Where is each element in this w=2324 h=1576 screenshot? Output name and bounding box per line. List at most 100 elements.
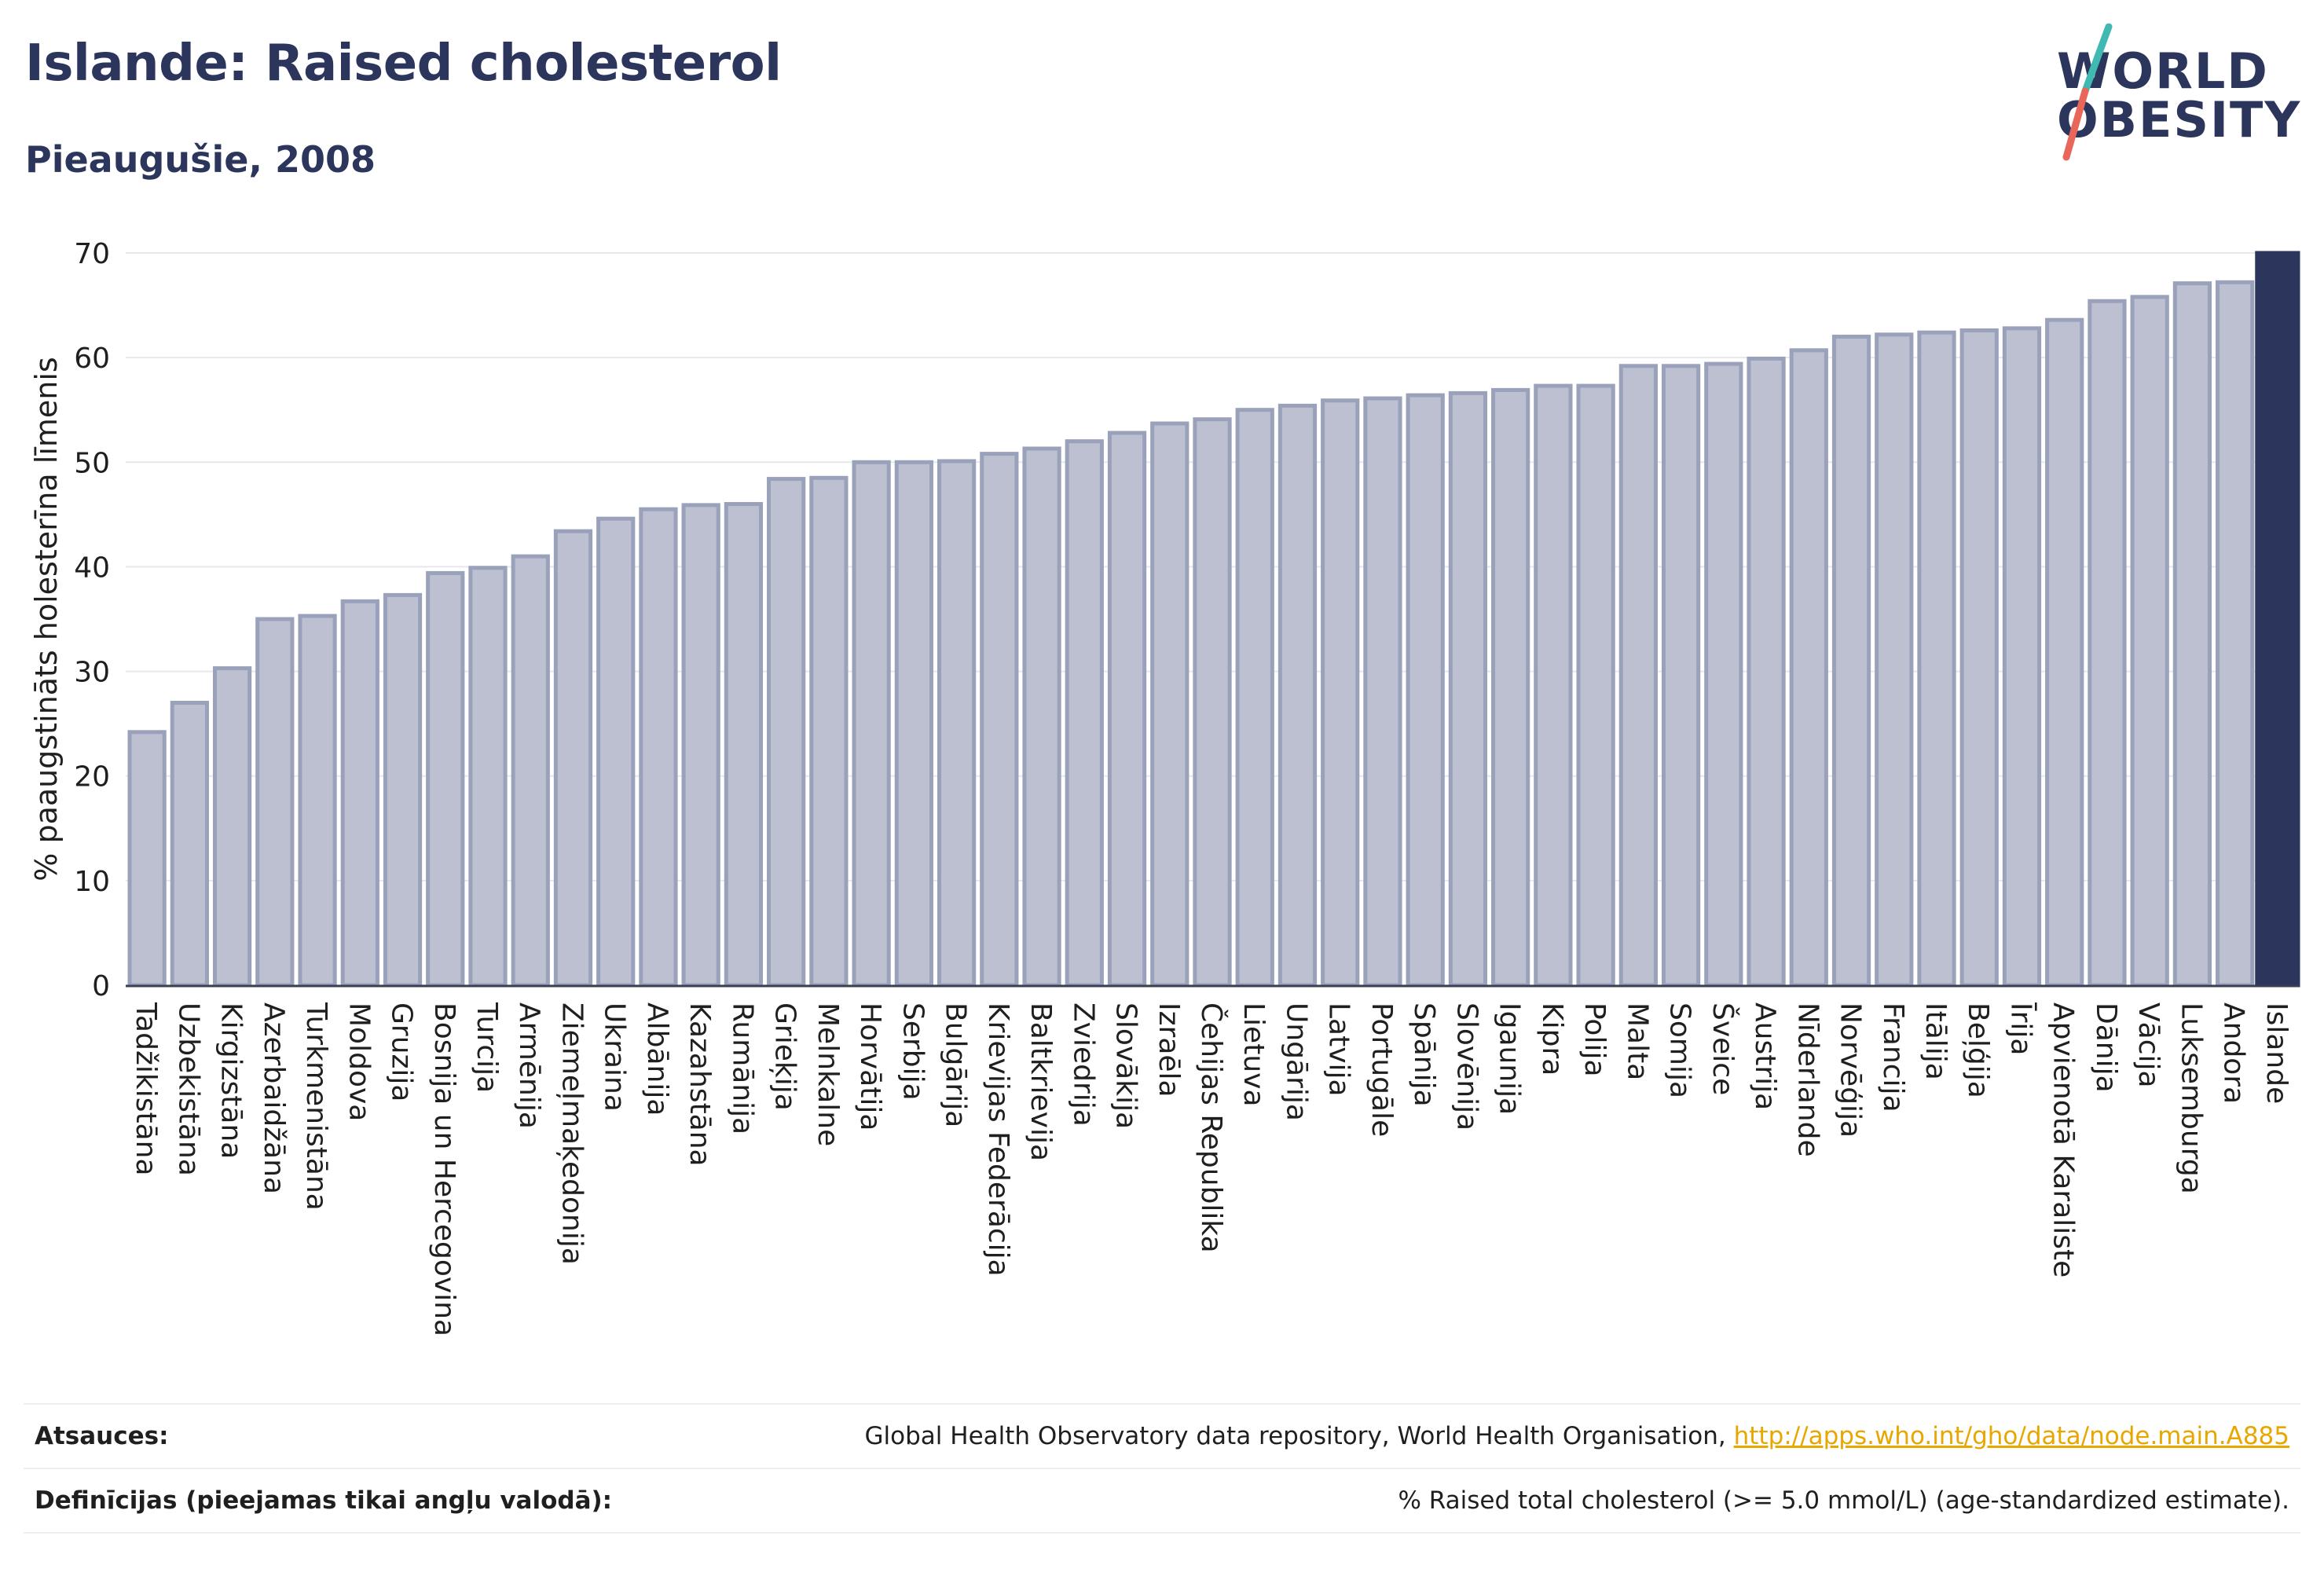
x-tick-label: Vācija bbox=[2132, 1002, 2165, 1088]
x-tick-label: Uzbekistāna bbox=[172, 1002, 204, 1176]
x-tick-label: Slovēnija bbox=[1450, 1002, 1483, 1131]
bar bbox=[937, 459, 977, 988]
bar bbox=[852, 460, 891, 988]
logo-line-obesity: OBESITY bbox=[2057, 91, 2302, 148]
y-axis-title: % paaugstināts holesterīna līmenis bbox=[29, 357, 64, 881]
x-tick-label: Portugāle bbox=[1365, 1002, 1398, 1137]
sources-value: Global Health Observatory data repositor… bbox=[865, 1422, 2289, 1450]
bar bbox=[1789, 348, 1828, 988]
bar bbox=[1107, 431, 1147, 988]
bar bbox=[511, 554, 550, 988]
bar bbox=[681, 503, 720, 988]
bar bbox=[596, 516, 636, 988]
x-tick-label: Moldova bbox=[343, 1002, 375, 1121]
bar bbox=[1704, 361, 1743, 988]
bar bbox=[468, 566, 508, 988]
bar bbox=[340, 599, 379, 988]
x-tick-label: Polija bbox=[1578, 1002, 1611, 1077]
definitions-label: Definīcijas (pieejamas tikai angļu valod… bbox=[35, 1486, 613, 1515]
bar bbox=[724, 502, 764, 988]
bar bbox=[298, 614, 337, 988]
x-tick-label: Spānija bbox=[1408, 1002, 1440, 1107]
x-tick-label: Čehijas Republika bbox=[1195, 1002, 1228, 1253]
x-tick-label: Albānija bbox=[641, 1002, 673, 1116]
x-tick-label: Apvienotā Karaliste bbox=[2047, 1002, 2080, 1277]
bar bbox=[1363, 396, 1402, 988]
bar bbox=[1448, 390, 1488, 988]
x-tick-label: Armēnija bbox=[513, 1002, 545, 1129]
x-tick-label: Luksemburga bbox=[2175, 1002, 2207, 1194]
bar bbox=[1917, 330, 1956, 988]
x-tick-label: Somija bbox=[1664, 1002, 1696, 1098]
highlight-bar bbox=[2255, 251, 2300, 988]
x-tick-label: Turcija bbox=[471, 1002, 503, 1093]
x-tick-label: Bulgārija bbox=[940, 1002, 972, 1127]
bar bbox=[767, 477, 806, 988]
world-obesity-logo: WORLD OBESITY bbox=[2035, 24, 2310, 165]
definitions-text: % Raised total cholesterol (>= 5.0 mmol/… bbox=[1398, 1486, 2289, 1515]
bar bbox=[255, 617, 295, 988]
x-tick-label: Slovākija bbox=[1110, 1002, 1142, 1129]
x-tick-label: Andora bbox=[2218, 1002, 2250, 1104]
x-tick-label: Kazahstāna bbox=[684, 1002, 716, 1167]
y-tick-label: 20 bbox=[74, 761, 110, 793]
x-tick-label: Rumānija bbox=[726, 1002, 758, 1134]
x-tick-label: Francija bbox=[1877, 1002, 1909, 1112]
y-tick-label: 60 bbox=[74, 343, 110, 375]
bar bbox=[1150, 421, 1189, 988]
x-tick-label: Ziemeļmaķedonija bbox=[555, 1002, 588, 1265]
bar bbox=[383, 592, 423, 988]
footer: Atsauces: Global Health Observatory data… bbox=[24, 1403, 2300, 1534]
y-tick-label: 50 bbox=[74, 447, 110, 479]
x-tick-label: Īrija bbox=[2004, 1002, 2036, 1055]
bar bbox=[1277, 403, 1318, 988]
x-tick-label: Zviedrija bbox=[1067, 1002, 1099, 1127]
x-tick-label: Grieķija bbox=[769, 1002, 801, 1111]
bar bbox=[809, 475, 849, 988]
bar bbox=[2130, 295, 2169, 988]
x-tick-label: Austrija bbox=[1749, 1002, 1781, 1110]
x-tick-label: Krievijas Federācija bbox=[982, 1002, 1014, 1277]
bar bbox=[894, 460, 933, 988]
bar bbox=[170, 701, 209, 988]
x-tick-label: Islande bbox=[2260, 1002, 2293, 1104]
bar bbox=[127, 730, 167, 988]
bar bbox=[1065, 439, 1104, 988]
y-tick-label: 10 bbox=[74, 866, 110, 898]
sources-text: Global Health Observatory data repositor… bbox=[864, 1422, 1734, 1450]
bar bbox=[1875, 332, 1914, 988]
x-tick-label: Gruzija bbox=[386, 1002, 418, 1101]
bar bbox=[639, 507, 678, 988]
x-tick-label: Ukraina bbox=[599, 1002, 631, 1112]
x-tick-label: Melnkalne bbox=[812, 1002, 844, 1146]
sources-link[interactable]: http://apps.who.int/gho/data/node.main.A… bbox=[1733, 1422, 2289, 1450]
x-tick-label: Azerbaidžāna bbox=[258, 1002, 290, 1194]
x-tick-label: Kirgizstāna bbox=[215, 1002, 247, 1159]
bar bbox=[2045, 317, 2084, 988]
bar bbox=[1831, 335, 1871, 988]
chart-subtitle: Pieaugušie, 2008 bbox=[25, 138, 376, 181]
sources-label: Atsauces: bbox=[35, 1422, 169, 1450]
x-tick-label: Dānija bbox=[2090, 1002, 2122, 1093]
x-tick-label: Itālija bbox=[1919, 1002, 1952, 1080]
x-tick-label: Beļģija bbox=[1962, 1002, 1994, 1098]
x-tick-label: Tadžikistāna bbox=[130, 1002, 162, 1176]
x-tick-label: Nīderlande bbox=[1791, 1002, 1824, 1157]
x-tick-label: Šveice bbox=[1706, 1002, 1739, 1095]
bar bbox=[1406, 393, 1445, 988]
bar bbox=[426, 570, 465, 988]
x-tick-label: Malta bbox=[1621, 1002, 1653, 1080]
y-tick-label: 70 bbox=[74, 238, 110, 270]
x-tick-label: Norvēģija bbox=[1835, 1002, 1867, 1138]
bar-chart: 0 10 20 30 40 50 60 70 % paaugstināts holesterīn… bbox=[29, 238, 2300, 1336]
bar bbox=[1193, 417, 1232, 988]
y-tick-label: 0 bbox=[92, 970, 110, 1002]
bar bbox=[212, 666, 252, 988]
bar bbox=[1321, 398, 1360, 988]
bar bbox=[1534, 383, 1573, 988]
x-tick-label: Ungārija bbox=[1280, 1002, 1312, 1121]
y-tick-label: 30 bbox=[74, 657, 110, 689]
x-tick-label: Igaunija bbox=[1494, 1002, 1526, 1115]
bar bbox=[1959, 328, 1999, 988]
bar bbox=[1491, 387, 1530, 988]
